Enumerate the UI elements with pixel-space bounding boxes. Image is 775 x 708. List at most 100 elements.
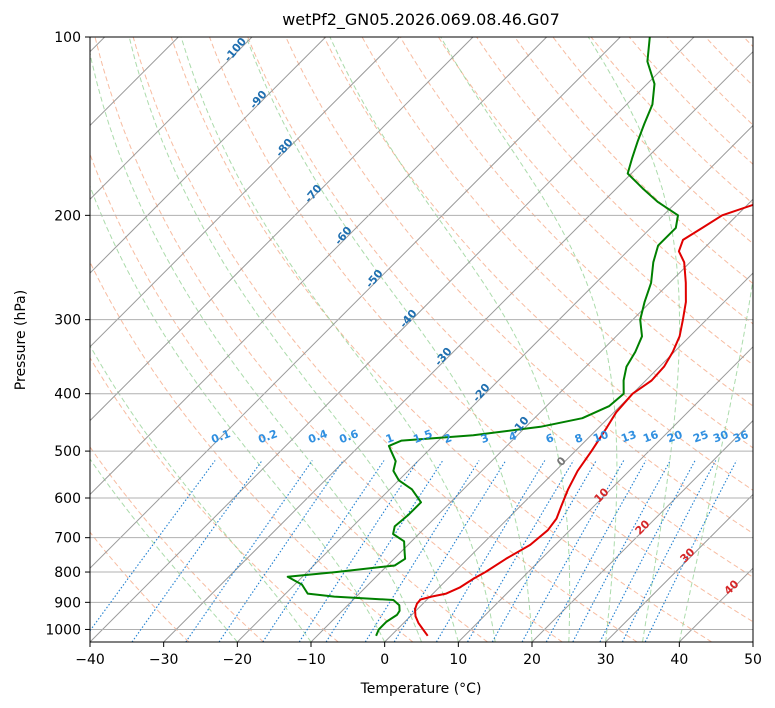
x-tick-label: 40 — [670, 652, 688, 668]
y-tick-label: 900 — [54, 595, 81, 611]
mixing-ratio-line — [364, 460, 480, 642]
dry-adiabat — [476, 37, 753, 325]
dry-adiabat — [90, 260, 414, 642]
mixing-ratio-line — [572, 460, 671, 642]
x-axis-label: Temperature (°C) — [360, 681, 482, 697]
data-layer — [286, 37, 753, 637]
dry-adiabat — [590, 37, 753, 205]
isotherm — [457, 346, 753, 642]
isotherm — [90, 37, 253, 200]
mixing-ratio-line — [218, 460, 344, 642]
dry-adiabat — [437, 37, 753, 366]
temperature-profile — [414, 203, 753, 637]
y-tick-label: 800 — [54, 565, 81, 581]
moist-adiabat — [245, 37, 533, 642]
isotherm — [90, 37, 327, 274]
isotherm — [236, 124, 753, 642]
x-axis: −40 −30 −20 −10 0 10 20 30 40 50 — [75, 642, 762, 668]
mixing-ratio-label: 0.6 — [337, 427, 360, 446]
isotherm — [90, 37, 400, 348]
grid-layer — [90, 37, 753, 642]
mixing-ratio-line — [393, 460, 507, 642]
moist-adiabat — [90, 184, 386, 642]
dry-adiabat — [399, 37, 753, 407]
isotherm — [90, 37, 621, 569]
dry-adiabat — [247, 37, 753, 578]
mixing-ratio-label: 6 — [544, 431, 556, 446]
isotherm — [310, 198, 753, 642]
mixing-ratio-line — [621, 460, 717, 642]
mixing-ratio-label: 0.2 — [256, 427, 279, 446]
y-tick-label: 200 — [54, 208, 81, 224]
isotherm — [163, 50, 753, 642]
mixing-ratio-label: 0.4 — [306, 427, 329, 446]
mixing-ratio-label: 8 — [573, 431, 585, 446]
mixing-ratio-label: 1 — [384, 431, 396, 446]
dry-adiabat — [285, 37, 753, 534]
mixing-ratio-label: 30 — [711, 428, 730, 446]
moist-adiabat — [90, 50, 422, 642]
isotherm — [90, 37, 695, 642]
mixing-ratio-label: 0.1 — [209, 427, 232, 446]
x-tick-label: 20 — [523, 652, 541, 668]
isotherm — [90, 37, 474, 422]
mixing-ratio-line — [599, 460, 696, 642]
mixing-ratio-line — [325, 460, 444, 642]
mixing-ratio-label: 3 — [479, 431, 491, 446]
x-tick-label: 0 — [380, 652, 389, 668]
moist-adiabat — [128, 37, 459, 642]
isotherm — [531, 419, 753, 642]
x-tick-label: 50 — [744, 652, 762, 668]
mixing-ratio-line — [644, 460, 737, 642]
moist-adiabat — [587, 37, 680, 642]
mixing-ratio-label: 25 — [691, 428, 710, 445]
mixing-ratio-label: 2 — [442, 431, 454, 446]
mixing-ratio-label: 10 — [591, 428, 610, 446]
y-tick-label: 500 — [54, 444, 81, 460]
y-tick-label: 600 — [54, 491, 81, 507]
mixing-ratio-label: 36 — [731, 428, 750, 446]
y-axis: 100 200 300 400 500 600 700 800 900 1000 — [45, 30, 90, 638]
dry-adiabat — [90, 531, 190, 642]
mixing-ratio-label: 1.5 — [411, 427, 434, 446]
y-tick-label: 700 — [54, 531, 81, 547]
dry-adiabat — [209, 37, 753, 623]
y-tick-label: 400 — [54, 387, 81, 403]
dry-adiabat — [94, 37, 563, 642]
x-tick-label: −40 — [75, 652, 105, 668]
dry-adiabat — [132, 37, 638, 642]
dry-adiabat — [323, 37, 753, 491]
y-tick-label: 300 — [54, 313, 81, 329]
mixing-ratio-label: 20 — [665, 428, 684, 446]
isotherm — [90, 37, 548, 496]
dry-adiabat — [170, 37, 712, 642]
x-tick-label: 30 — [597, 652, 615, 668]
mixing-ratio-line — [435, 460, 546, 642]
mixing-ratio-label: 4 — [507, 429, 519, 444]
mixing-ratio-line — [90, 460, 216, 632]
chart-title: wetPf2_GN05.2026.069.08.46.G07 — [282, 10, 560, 30]
dewpoint-profile — [286, 37, 679, 637]
mixing-ratio-label: 13 — [619, 428, 638, 445]
mixing-ratio-label: 16 — [641, 428, 660, 446]
mixing-ratio-line — [262, 460, 385, 642]
isotherm — [384, 272, 753, 642]
x-tick-label: −30 — [149, 652, 179, 668]
mixing-ratio-line — [298, 460, 419, 642]
y-axis-label: Pressure (hPa) — [13, 290, 29, 390]
moist-adiabat — [329, 37, 571, 642]
plot-frame — [89, 36, 754, 643]
x-tick-label: −10 — [296, 652, 326, 668]
x-tick-label: −20 — [223, 652, 253, 668]
mixing-ratio-line — [545, 460, 647, 642]
moist-adiabat — [180, 37, 496, 642]
y-tick-label: 1000 — [45, 622, 81, 638]
x-tick-label: 10 — [449, 652, 467, 668]
moist-adiabat — [440, 37, 618, 642]
moist-adiabat — [90, 458, 238, 642]
isotherm — [605, 493, 753, 642]
y-tick-label: 100 — [54, 30, 81, 46]
mixing-ratio-line — [131, 460, 263, 642]
